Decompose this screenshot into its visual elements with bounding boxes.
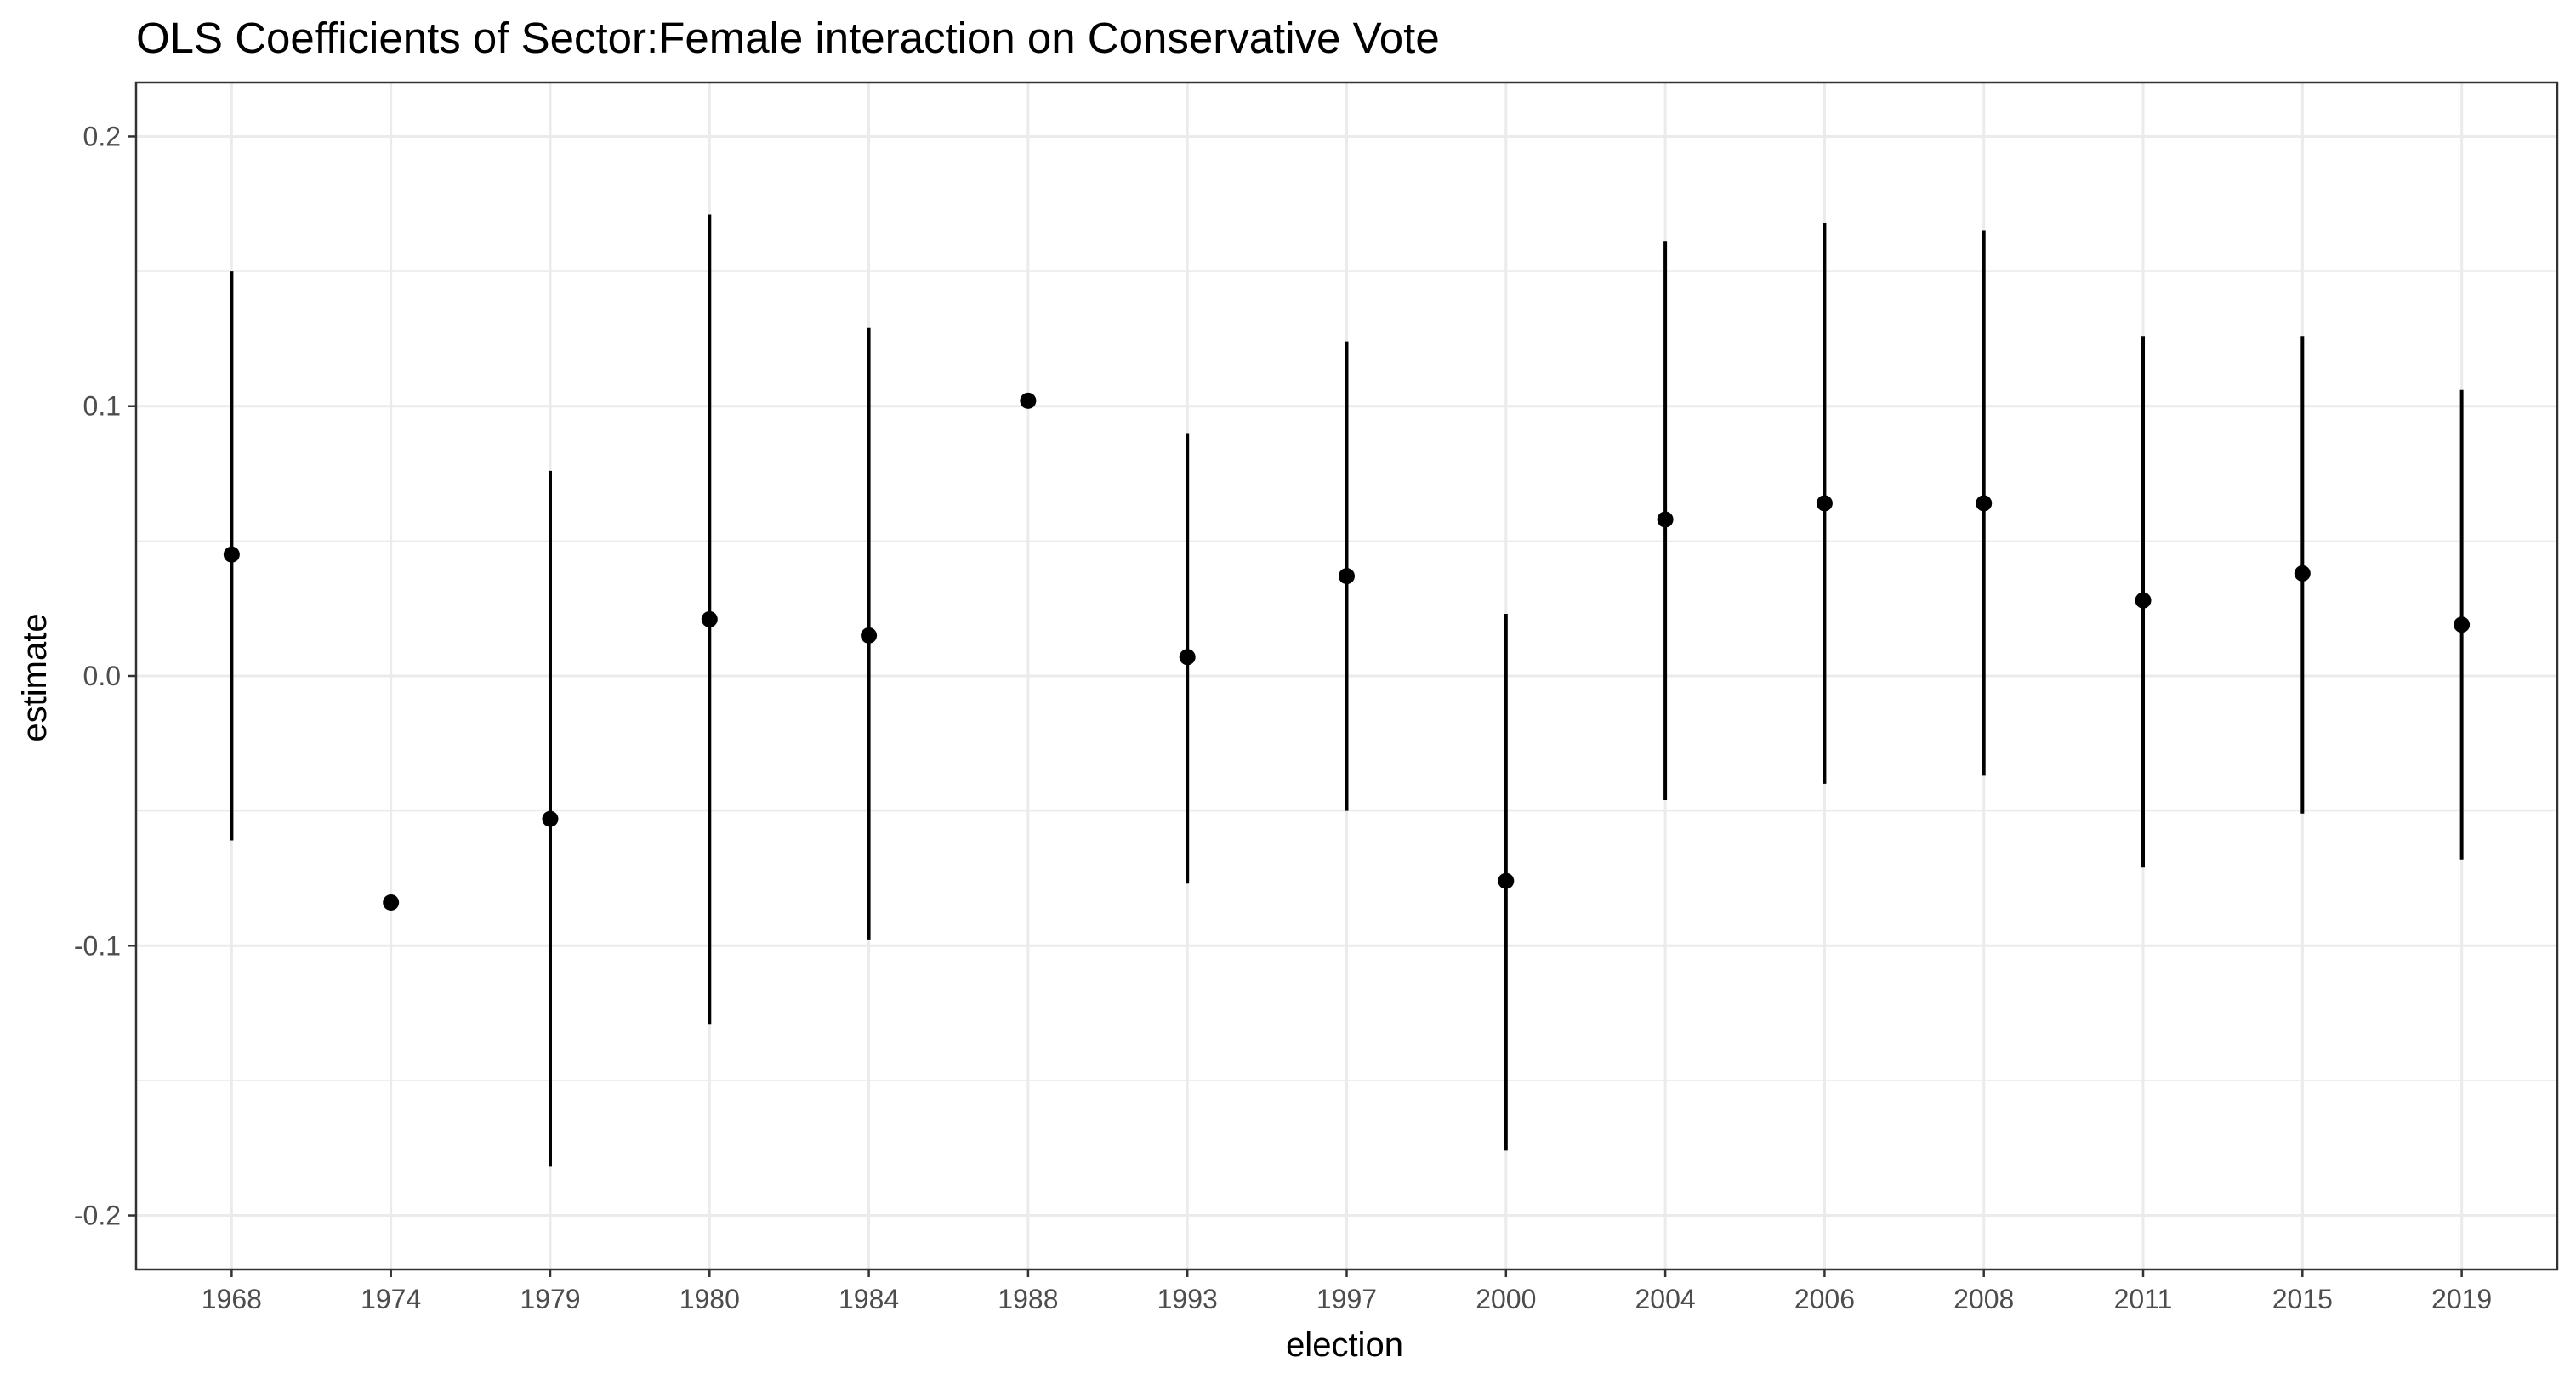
y-tick-label: -0.2 (74, 1201, 121, 1231)
x-tick-label: 2011 (2114, 1284, 2173, 1314)
data-marks (223, 214, 2471, 1167)
x-tick-label: 2004 (1635, 1284, 1696, 1314)
x-axis-title: election (1286, 1326, 1403, 1364)
x-tick-label: 1988 (998, 1284, 1058, 1314)
y-tick-label: -0.1 (74, 930, 121, 961)
x-tick-label: 2000 (1476, 1284, 1536, 1314)
x-tick-label: 2015 (2272, 1284, 2333, 1314)
data-point (861, 627, 878, 644)
data-point (2135, 592, 2152, 609)
data-point (2294, 565, 2311, 582)
data-point (1179, 649, 1196, 666)
data-point (1976, 495, 1993, 512)
x-tick-label: 2008 (1953, 1284, 2014, 1314)
data-point (1498, 872, 1515, 889)
data-point (1339, 568, 1355, 585)
x-tick-label: 1997 (1316, 1284, 1377, 1314)
data-point (542, 810, 559, 827)
chart-title: OLS Coefficients of Sector:Female intera… (136, 14, 1440, 62)
data-point (383, 894, 400, 911)
x-tick-label: 1980 (680, 1284, 740, 1314)
y-tick-label: 0.2 (83, 121, 121, 151)
y-tick-label: 0.0 (83, 661, 121, 691)
data-point (2454, 616, 2471, 633)
data-point (1816, 495, 1833, 512)
x-tick-label: 2019 (2431, 1284, 2492, 1314)
x-tick-label: 2006 (1794, 1284, 1855, 1314)
plot-area: -0.2-0.10.00.10.2 1968 1974 1979 1980 1984 19… (74, 81, 2559, 1314)
data-point (1020, 392, 1037, 409)
data-point (1657, 511, 1674, 528)
data-point (701, 610, 718, 627)
x-axis: 1968 1974 1979 1980 1984 1988 1993 1997 2000 2004… (202, 1269, 2492, 1314)
x-tick-label: 1979 (520, 1284, 580, 1314)
data-point (223, 546, 240, 563)
y-tick-label: 0.1 (83, 391, 121, 422)
y-axis: -0.2 -0.1 0.0 0.1 0.2 (74, 121, 136, 1231)
y-axis-title: estimate (16, 613, 54, 741)
x-tick-label: 1968 (202, 1284, 262, 1314)
x-tick-label: 1984 (839, 1284, 899, 1314)
x-tick-label: 1993 (1157, 1284, 1218, 1314)
x-tick-label: 1974 (361, 1284, 421, 1314)
